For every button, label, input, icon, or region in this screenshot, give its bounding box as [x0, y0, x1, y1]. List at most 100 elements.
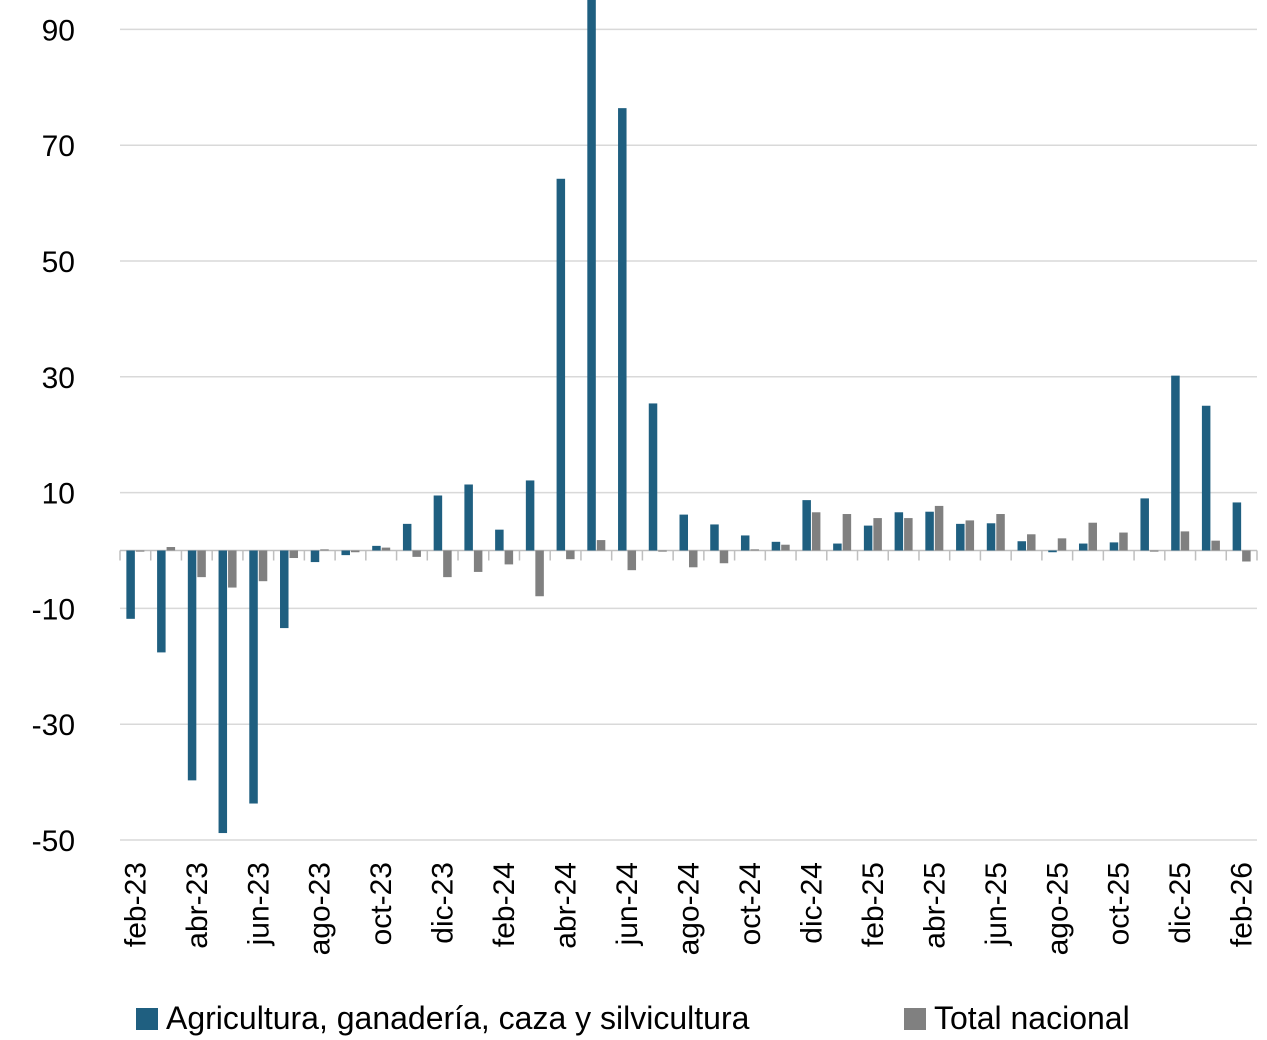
x-tick-label: jun-24: [611, 862, 644, 946]
bar-total-nacional: [258, 550, 268, 582]
x-tick-label: feb-23: [119, 862, 152, 947]
x-tick-label: ago-24: [673, 862, 706, 955]
bar-total-nacional: [1211, 540, 1220, 551]
y-tick-label: 50: [42, 246, 75, 279]
x-tick-label: ago-25: [1041, 862, 1074, 955]
bar-agricultura: [618, 108, 627, 551]
bar-total-nacional: [1119, 532, 1128, 551]
legend-label-total-nacional: Total nacional: [934, 1000, 1130, 1036]
bar-total-nacional: [904, 518, 913, 551]
x-tick-label: dic-23: [427, 862, 460, 944]
y-tick-label: 70: [42, 130, 75, 163]
x-tick-label: feb-24: [488, 862, 521, 947]
bar-total-nacional: [842, 514, 852, 551]
bar-agricultura: [648, 403, 658, 551]
bar-agricultura: [771, 541, 781, 551]
bar-agricultura: [740, 535, 750, 551]
bar-agricultura: [1109, 542, 1119, 551]
bar-total-nacional: [566, 550, 575, 560]
bar-total-nacional: [228, 550, 237, 588]
bar-agricultura: [341, 550, 350, 556]
x-tick-label: oct-25: [1103, 862, 1136, 945]
bar-total-nacional: [1027, 534, 1036, 551]
x-tick-label: dic-24: [795, 862, 828, 944]
bar-agricultura: [956, 523, 965, 551]
bar-agricultura: [1078, 543, 1088, 551]
bar-agricultura: [280, 550, 289, 629]
bar-total-nacional: [658, 550, 667, 552]
bar-agricultura: [249, 550, 258, 804]
bar-total-nacional: [873, 518, 882, 551]
x-tick-label: dic-25: [1164, 862, 1197, 944]
legend-swatch-agricultura: [136, 1007, 158, 1030]
bar-agricultura: [1171, 375, 1180, 551]
x-tick-label: jun-23: [242, 862, 275, 946]
bar-total-nacional: [1242, 550, 1251, 562]
x-tick-label: abr-25: [918, 862, 951, 949]
bar-total-nacional: [504, 550, 514, 565]
x-tick-label: ago-23: [304, 862, 337, 955]
bar-agricultura: [1140, 498, 1149, 551]
bar-agricultura: [894, 512, 904, 551]
y-tick-label: 90: [42, 14, 75, 47]
y-tick-label: -50: [32, 825, 75, 858]
y-tick-label: -10: [32, 593, 75, 626]
bar-total-nacional: [996, 514, 1005, 551]
bar-total-nacional: [596, 540, 606, 551]
bar-agricultura: [310, 550, 320, 563]
x-tick-label: oct-24: [734, 862, 767, 945]
y-tick-label: 30: [42, 362, 75, 395]
x-axis-ticks: [119, 550, 1258, 561]
bar-total-nacional: [965, 520, 975, 551]
bar-total-nacional: [1057, 538, 1067, 551]
bar-total-nacional: [1149, 550, 1159, 552]
y-tick-label: -30: [32, 709, 75, 742]
x-tick-label: abr-23: [181, 862, 214, 949]
bar-agricultura: [1017, 541, 1027, 551]
bar-total-nacional: [135, 550, 145, 552]
bar-agricultura: [372, 545, 381, 551]
bar-agricultura: [218, 550, 228, 834]
bar-total-nacional: [197, 550, 206, 578]
legend-item-total-nacional: Total nacional: [904, 1000, 1130, 1037]
bar-total-nacional: [166, 547, 176, 551]
x-tick-label: oct-23: [365, 862, 398, 945]
bar-agricultura: [710, 524, 719, 551]
bar-agricultura: [1048, 550, 1057, 553]
y-axis-ticks: 90 70 50 30 10 -10 -30 -50: [32, 14, 75, 858]
bar-agricultura: [495, 529, 504, 551]
bar-total-nacional: [412, 550, 421, 557]
bar-agricultura: [833, 543, 842, 551]
bar-total-nacional: [320, 549, 329, 551]
bar-agricultura: [679, 514, 688, 551]
bar-total-nacional: [473, 550, 483, 572]
x-tick-label: feb-26: [1226, 862, 1259, 947]
bar-agricultura: [464, 484, 473, 551]
bar-total-nacional: [934, 505, 944, 551]
bar-total-nacional: [535, 550, 544, 597]
bar-total-nacional: [781, 544, 790, 551]
bar-total-nacional: [289, 550, 299, 559]
bar-agricultura: [1201, 405, 1211, 551]
x-tick-label: feb-25: [857, 862, 890, 947]
bar-agricultura: [925, 511, 934, 551]
x-tick-label: abr-24: [550, 862, 583, 949]
bar-agricultura: [525, 480, 535, 551]
bar-agricultura: [402, 523, 412, 551]
legend-swatch-total-nacional: [904, 1007, 926, 1030]
gridlines: [120, 28, 1257, 841]
bar-agricultura: [1232, 502, 1242, 551]
bar-chart: 90 70 50 30 10 -10 -30 -50 feb-23 abr-23 jun-23 ag…: [32, 0, 1259, 955]
bar-agricultura: [863, 525, 873, 551]
bars: [126, 0, 1251, 834]
bar-total-nacional: [811, 512, 821, 551]
bar-agricultura: [187, 550, 197, 781]
bar-agricultura: [157, 550, 166, 653]
bar-agricultura: [126, 550, 135, 619]
legend-item-agricultura: Agricultura, ganadería, caza y silvicult…: [136, 1000, 749, 1037]
y-tick-label: 10: [42, 478, 75, 511]
bar-total-nacional: [1088, 522, 1097, 551]
bar-agricultura: [433, 495, 443, 551]
bar-agricultura: [587, 0, 596, 551]
bar-total-nacional: [627, 550, 637, 571]
